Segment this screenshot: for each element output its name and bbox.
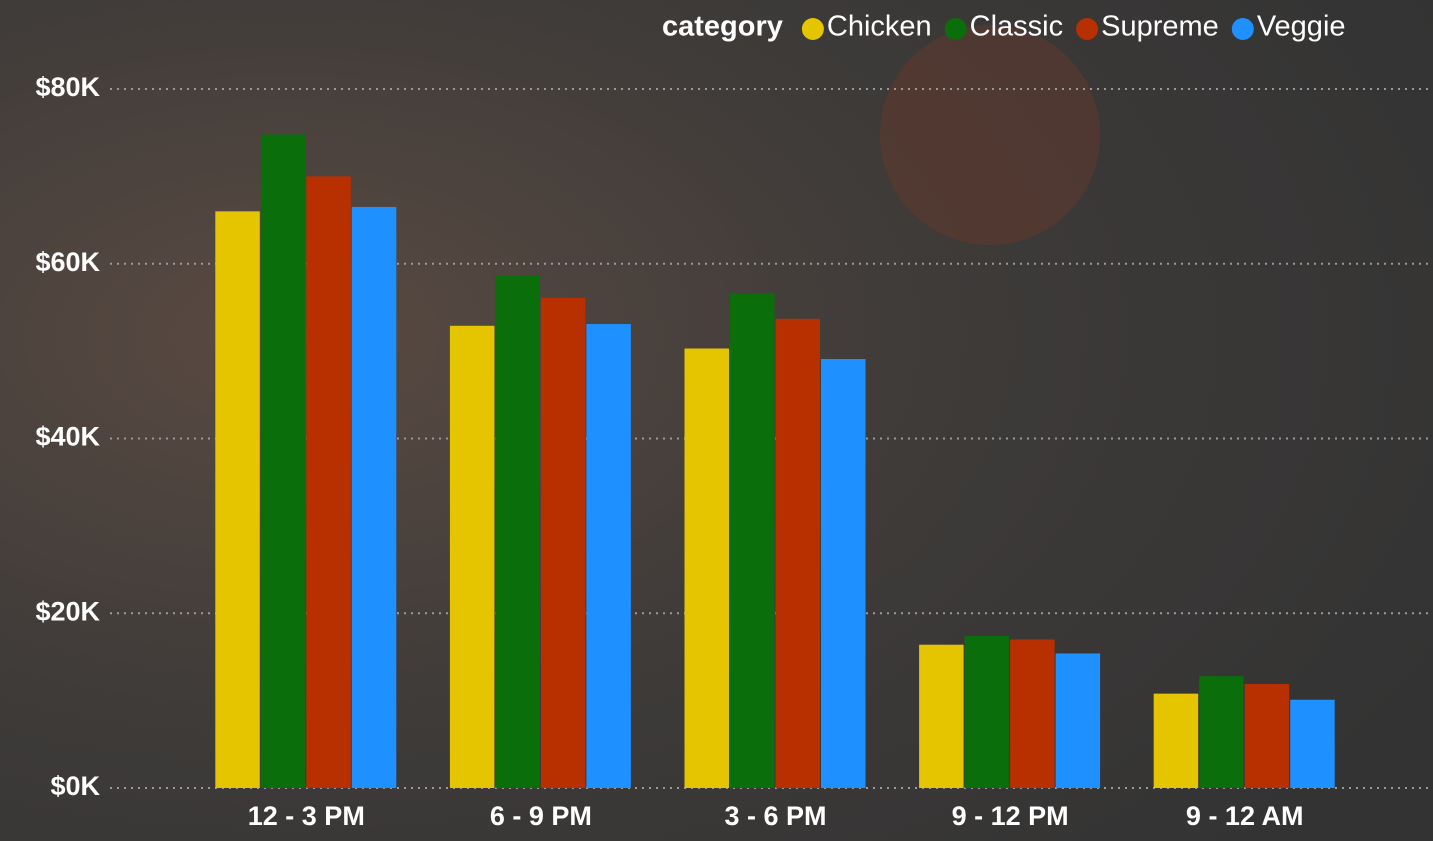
bar <box>1244 684 1290 788</box>
bar <box>919 644 964 788</box>
legend-marker <box>944 18 967 40</box>
legend-marker <box>1076 18 1099 40</box>
bar <box>1199 676 1244 788</box>
x-tick-label: 9 - 12 PM <box>952 801 1069 831</box>
x-tick-label: 12 - 3 PM <box>248 801 365 831</box>
bar <box>1010 639 1055 788</box>
legend-marker <box>801 18 824 40</box>
bar <box>964 635 1010 788</box>
bar <box>260 134 306 788</box>
bar <box>540 297 586 788</box>
legend-label: Chicken <box>827 11 932 43</box>
y-tick-label: $80K <box>35 72 100 102</box>
bar <box>730 293 775 788</box>
bar <box>215 211 260 788</box>
legend-label: Veggie <box>1257 11 1346 43</box>
legend-label: Classic <box>970 11 1063 43</box>
bar <box>1290 699 1335 788</box>
bar <box>1055 653 1101 788</box>
bar <box>684 348 729 788</box>
bar <box>495 275 540 788</box>
y-tick-label: $40K <box>35 422 100 452</box>
bar <box>449 325 495 788</box>
x-tick-label: 6 - 9 PM <box>490 801 592 831</box>
background-decor <box>880 25 1100 245</box>
bar <box>586 324 631 788</box>
bar <box>775 318 820 788</box>
y-tick-label: $0K <box>50 771 100 801</box>
legend-marker <box>1231 18 1254 40</box>
bar <box>1153 693 1199 788</box>
y-tick-label: $20K <box>35 596 100 626</box>
bar <box>821 358 866 788</box>
legend-title: category <box>662 11 783 43</box>
y-tick-label: $60K <box>35 247 100 277</box>
x-tick-label: 3 - 6 PM <box>724 801 826 831</box>
bar <box>306 176 351 788</box>
bar <box>351 206 397 789</box>
legend-label: Supreme <box>1101 11 1219 43</box>
x-tick-label: 9 - 12 AM <box>1186 801 1304 831</box>
